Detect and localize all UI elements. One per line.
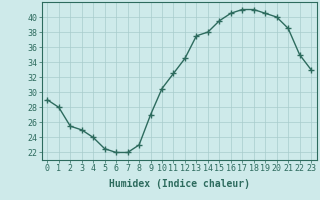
X-axis label: Humidex (Indice chaleur): Humidex (Indice chaleur) [109,179,250,189]
